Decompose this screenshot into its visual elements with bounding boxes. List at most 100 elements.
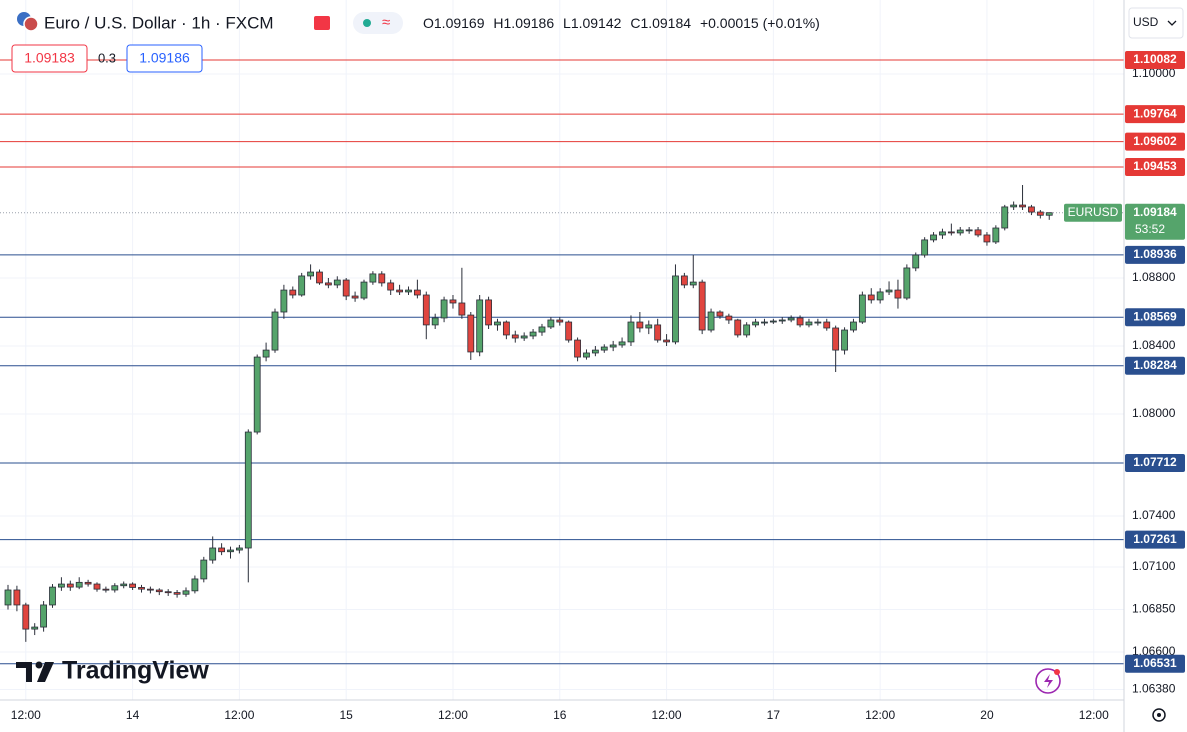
level-label-box (1125, 654, 1185, 673)
level-label-box (1125, 105, 1185, 124)
settings-icon (1157, 713, 1161, 717)
flag-icon (23, 16, 39, 32)
candle-body (965, 229, 973, 232)
y-tick-label: 1.06380 (1132, 682, 1176, 696)
ohlc-label: C (630, 15, 640, 31)
candle-body (983, 234, 991, 243)
candle-body (565, 321, 573, 341)
candle-body (1010, 204, 1018, 208)
currency-button[interactable] (1128, 7, 1184, 39)
ohlc-value: 1.09142 (571, 15, 622, 31)
candle-body (529, 331, 537, 337)
candle-body (814, 321, 822, 324)
x-tick-label: 12:00 (11, 708, 41, 722)
x-tick-label: 12:00 (865, 708, 895, 722)
sell-button[interactable] (11, 44, 88, 73)
level-label: 1.09764 (1133, 106, 1177, 120)
candle-body (583, 352, 590, 358)
level-label: 1.09453 (1133, 159, 1177, 173)
candle-body (84, 581, 92, 585)
candle-body (511, 334, 519, 339)
candle-body (956, 229, 964, 234)
series-tag: EURUSD (1068, 205, 1119, 219)
x-tick-label: 12:00 (438, 708, 468, 722)
candle-body (93, 583, 101, 590)
candle-body (947, 231, 955, 234)
candle-body (235, 547, 243, 551)
candle-body (778, 319, 786, 322)
candle-body (449, 299, 457, 304)
candle-body (716, 311, 724, 317)
ohlc-readout: O1.09169 H1.09186 L1.09142 C1.09184 +0.0… (423, 15, 820, 31)
level-label: 1.07261 (1133, 532, 1177, 546)
candle-body (316, 271, 323, 284)
candle-body (556, 319, 564, 323)
candle-body (672, 275, 679, 343)
candle-body (627, 321, 635, 343)
level-label: 1.06531 (1133, 656, 1177, 670)
candle-body (262, 349, 270, 358)
ohlc-value: 1.09186 (504, 15, 555, 31)
ohlc-label: L (563, 15, 571, 31)
status-icon: ≈ (382, 14, 390, 31)
candle-body (600, 346, 608, 351)
candle-body (378, 273, 386, 284)
candle-body (645, 324, 653, 329)
candle-body (280, 289, 288, 313)
candle-body (743, 324, 751, 336)
y-tick-label: 1.08000 (1132, 406, 1176, 420)
candle-body (422, 294, 430, 326)
settings-icon[interactable] (1152, 708, 1166, 722)
alert-icon (1044, 674, 1053, 688)
candle-body (761, 321, 768, 324)
status-pill[interactable] (353, 12, 403, 34)
y-tick-label: 1.10000 (1132, 66, 1176, 80)
logo-mark (35, 661, 43, 669)
candle-body (752, 321, 759, 326)
candle-body (138, 587, 145, 590)
candle-body (680, 275, 688, 286)
candle-body (734, 319, 742, 336)
x-tick-label: 15 (340, 708, 354, 722)
candle-body (271, 311, 279, 351)
ohlc-label: O (423, 15, 434, 31)
candle-body (413, 289, 421, 296)
candle-body (823, 321, 831, 329)
candle-body (253, 356, 261, 433)
candle-body (155, 589, 163, 593)
candle-body (725, 315, 733, 321)
y-tick-label: 1.07100 (1132, 559, 1176, 573)
level-label-box (1125, 132, 1185, 151)
sell-price: 1.09183 (24, 50, 75, 66)
candle-body (49, 586, 56, 606)
level-label: 1.10082 (1133, 52, 1177, 66)
level-label-box (1125, 245, 1185, 264)
candle-body (876, 291, 884, 301)
candle-body (832, 327, 840, 351)
x-tick-label: 12:00 (224, 708, 254, 722)
candle-body (387, 282, 395, 291)
candle-body (244, 431, 252, 549)
candle-body (13, 589, 21, 606)
candle-body (502, 321, 510, 336)
candle-body (102, 588, 110, 591)
alert-dot (1054, 669, 1060, 675)
candle-body (75, 581, 83, 588)
candle-body (40, 604, 48, 628)
candle-body (591, 349, 599, 354)
candle-body (182, 590, 190, 595)
candle-body (841, 329, 848, 351)
candle-body (164, 591, 172, 594)
buy-button[interactable] (126, 44, 203, 73)
candles (4, 184, 1053, 642)
candle-body (360, 281, 368, 299)
candle-body (218, 547, 225, 553)
status-dot (363, 19, 371, 27)
alert-icon[interactable] (1035, 668, 1061, 694)
logo: TradingView (16, 657, 209, 685)
series-tag-box (1064, 203, 1122, 222)
candle-body (930, 234, 937, 241)
y-tick-label: 1.08800 (1132, 270, 1176, 284)
last-price: 1.09184 (1133, 205, 1177, 219)
levels (0, 59, 1124, 665)
